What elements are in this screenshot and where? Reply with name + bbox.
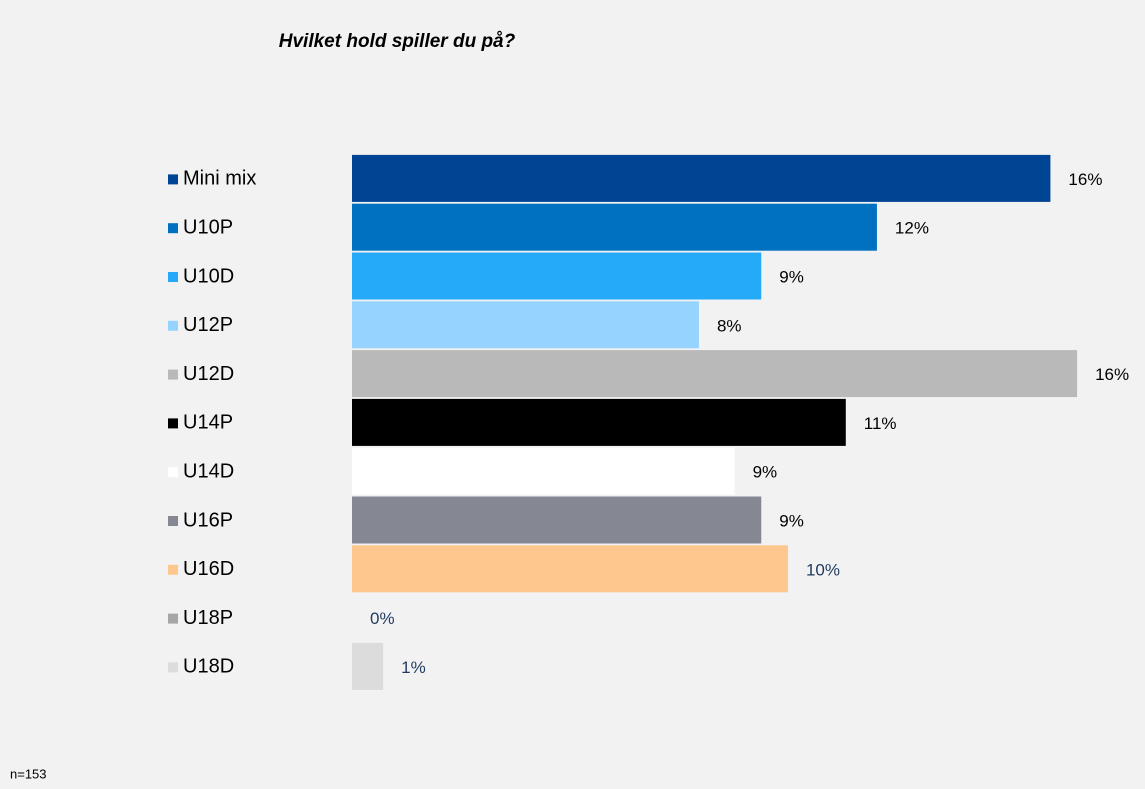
category-label: U16D (183, 558, 234, 580)
legend-swatch (168, 662, 178, 673)
legend-swatch (168, 418, 178, 429)
bar (352, 642, 384, 690)
legend-swatch (168, 613, 178, 624)
value-label: 12% (895, 219, 929, 238)
value-label: 11% (864, 414, 897, 433)
bar (352, 496, 762, 544)
bar (352, 350, 1078, 398)
bar (352, 154, 1051, 202)
value-label: 9% (779, 267, 804, 286)
bar (352, 301, 699, 349)
category-label: U14P (183, 412, 233, 434)
category-label: U12P (183, 314, 233, 336)
bar (352, 545, 788, 593)
category-label: U18D (183, 656, 234, 678)
bar (352, 447, 735, 495)
value-label: 10% (806, 560, 840, 579)
chart-title: Hvilket hold spiller du på? (279, 31, 516, 52)
category-label: U16P (183, 509, 233, 531)
legend-swatch (168, 516, 178, 526)
legend-swatch (168, 223, 178, 234)
value-label: 1% (401, 658, 426, 677)
category-label: U14D (183, 460, 234, 482)
category-label: Mini mix (183, 168, 256, 190)
legend-swatch (168, 320, 178, 331)
bar (352, 203, 877, 251)
value-label: 9% (753, 463, 778, 482)
value-label: 9% (779, 511, 804, 530)
value-label: 16% (1068, 170, 1102, 189)
note: n=153 (10, 766, 47, 781)
legend-swatch (168, 564, 178, 575)
value-label: 0% (370, 609, 395, 628)
legend-swatch (168, 272, 178, 282)
category-label: U18P (183, 607, 233, 629)
category-label: U10D (183, 265, 234, 287)
legend-swatch (168, 174, 178, 185)
category-label: U12D (183, 363, 234, 385)
legend-swatch (168, 369, 178, 380)
value-label: 8% (717, 316, 742, 335)
bar (352, 252, 762, 300)
bar (352, 398, 846, 446)
value-label: 16% (1095, 365, 1129, 384)
category-label: U10P (183, 216, 233, 238)
legend-swatch (168, 467, 178, 478)
